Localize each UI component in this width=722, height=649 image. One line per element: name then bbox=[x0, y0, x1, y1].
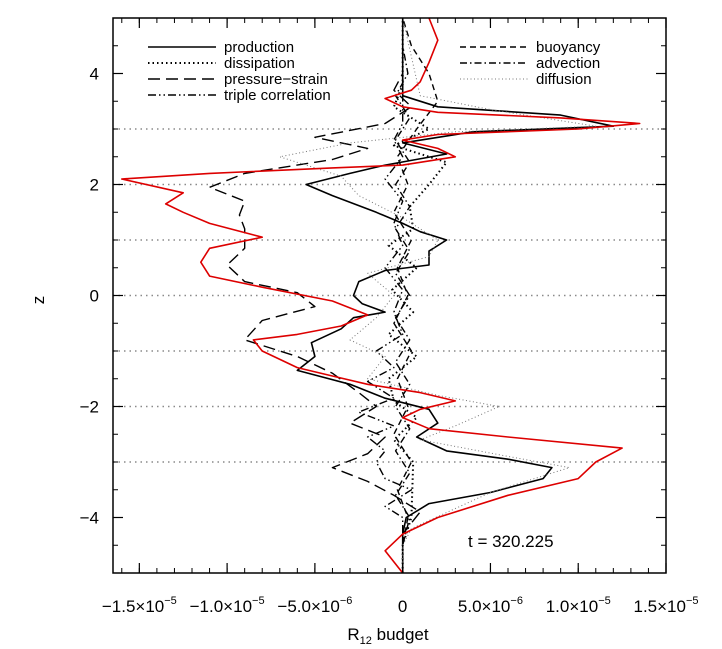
legend-label: pressure−strain bbox=[224, 71, 328, 88]
series-pressure-strain bbox=[208, 18, 421, 573]
x-tick-mantissa: 5.0×10 bbox=[458, 597, 510, 616]
series-lines bbox=[121, 17, 641, 574]
x-tick-mantissa: −5.0×10 bbox=[277, 597, 339, 616]
series-buoyancy bbox=[393, 17, 439, 573]
series-triple-correlation bbox=[358, 18, 413, 573]
x-axis-title: R12 budget bbox=[347, 625, 429, 647]
series-total bbox=[121, 17, 641, 574]
x-tick-exponent: −6 bbox=[340, 595, 353, 607]
series-advection bbox=[394, 18, 411, 573]
x-tick-label: 1.5×10−5 bbox=[633, 595, 698, 616]
series-production bbox=[296, 18, 615, 573]
axis-ticks bbox=[113, 17, 667, 574]
time-annotation: t = 320.225 bbox=[468, 532, 554, 551]
y-tick-label: 2 bbox=[90, 176, 99, 195]
x-axis-title-suffix: budget bbox=[372, 625, 429, 644]
x-tick-mantissa: 1.0×10 bbox=[546, 597, 598, 616]
x-tick-label: 1.0×10−5 bbox=[546, 595, 611, 616]
x-tick-exponent: −5 bbox=[164, 595, 177, 607]
x-tick-mantissa: −1.0×10 bbox=[190, 597, 252, 616]
legend-label: triple correlation bbox=[224, 87, 331, 104]
y-tick-labels: −4 −2 0 2 4 bbox=[80, 65, 99, 528]
x-tick-mantissa: 0 bbox=[398, 597, 407, 616]
plot-frame bbox=[112, 17, 667, 574]
x-tick-label: −1.5×10−5 bbox=[102, 595, 177, 616]
x-tick-exponent: −5 bbox=[252, 595, 265, 607]
x-tick-labels: −1.5×10−5 −1.0×10−5 −5.0×10−6 0 5.0×10−6 1.0×… bbox=[102, 595, 699, 616]
series-dissipation bbox=[387, 18, 448, 573]
x-tick-label: 5.0×10−6 bbox=[458, 595, 523, 616]
y-tick-label: 0 bbox=[90, 287, 99, 306]
x-tick-exponent: −5 bbox=[686, 595, 699, 607]
x-tick-mantissa: −1.5×10 bbox=[102, 597, 164, 616]
x-tick-mantissa: 1.5×10 bbox=[633, 597, 685, 616]
legend-label: advection bbox=[536, 55, 600, 72]
legend-label: production bbox=[224, 39, 294, 56]
series-diffusion bbox=[279, 17, 597, 573]
x-tick-label: −5.0×10−6 bbox=[277, 595, 352, 616]
legend-label: diffusion bbox=[536, 71, 592, 88]
x-tick-label: −1.0×10−5 bbox=[190, 595, 265, 616]
x-tick-exponent: −5 bbox=[598, 595, 611, 607]
legend-label: buoyancy bbox=[536, 39, 601, 56]
legend: productiondissipationpressure−straintrip… bbox=[148, 39, 601, 104]
x-tick-label: 0 bbox=[398, 597, 407, 616]
x-axis-title-subscript: 12 bbox=[360, 635, 372, 647]
y-axis-title: z bbox=[29, 296, 48, 305]
x-axis-title-main: R bbox=[347, 625, 359, 644]
y-tick-label: −2 bbox=[80, 398, 99, 417]
y-tick-label: 4 bbox=[90, 65, 99, 84]
x-tick-exponent: −6 bbox=[510, 595, 523, 607]
y-tick-label: −4 bbox=[80, 509, 99, 528]
legend-label: dissipation bbox=[224, 55, 295, 72]
